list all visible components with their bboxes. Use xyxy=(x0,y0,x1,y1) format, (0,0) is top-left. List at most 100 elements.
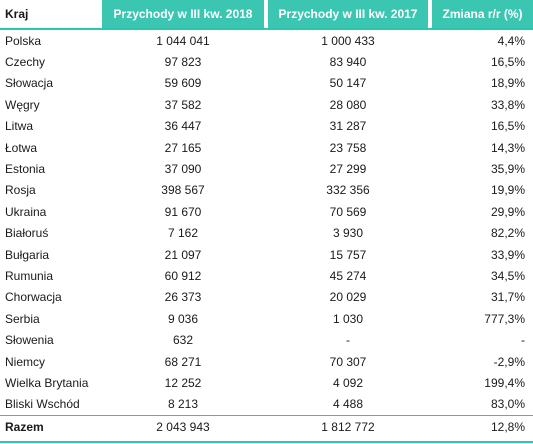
gap-cell xyxy=(428,415,432,438)
table-row: Węgry 37 582 28 080 33,8% xyxy=(0,94,533,115)
revenue-2017-cell: 23 758 xyxy=(329,140,367,155)
country-cell: Bliski Wschód xyxy=(5,397,80,412)
revenue-2018-cell: 27 165 xyxy=(164,140,202,155)
change-cell: - xyxy=(521,333,525,348)
country-cell: Słowenia xyxy=(5,333,54,348)
revenue-2017-cell: - xyxy=(346,333,350,348)
revenue-2017-cell: 332 356 xyxy=(326,183,370,198)
table-row: Słowacja 59 609 50 147 18,9% xyxy=(0,73,533,94)
table-row: Czechy 97 823 83 940 16,5% xyxy=(0,51,533,72)
change-cell: 18,9% xyxy=(490,76,525,91)
change-cell: 14,3% xyxy=(490,140,525,155)
change-cell: 29,9% xyxy=(490,204,525,219)
change-cell: 83,0% xyxy=(490,397,525,412)
table-row: Słowenia 632 - - xyxy=(0,329,533,350)
revenue-2018-cell: 398 567 xyxy=(161,183,205,198)
header-revenue-2018: Przychody w III kw. 2018 xyxy=(102,0,264,30)
country-cell: Polska xyxy=(5,33,42,48)
change-cell: 34,5% xyxy=(490,268,525,283)
header-revenue-2017: Przychody w III kw. 2017 xyxy=(268,0,428,30)
revenue-2017-cell: 3 930 xyxy=(332,226,364,241)
revenue-2017-cell: 1 030 xyxy=(332,311,364,326)
revenue-2017-cell: 20 029 xyxy=(329,290,367,305)
country-cell: Rosja xyxy=(5,183,36,198)
total-label: Razem xyxy=(0,415,102,438)
revenue-2017-cell: 28 080 xyxy=(329,97,367,112)
change-cell: 19,9% xyxy=(490,183,525,198)
revenue-2017-cell: 1 000 433 xyxy=(321,33,375,48)
country-cell: Białoruś xyxy=(5,226,49,241)
change-cell: 16,5% xyxy=(490,55,525,70)
country-cell: Wielka Brytania xyxy=(5,375,89,390)
revenue-2018-cell: 26 373 xyxy=(164,290,202,305)
country-cell: Rumunia xyxy=(5,268,54,283)
change-cell: 31,7% xyxy=(490,290,525,305)
header-gap xyxy=(428,0,432,30)
revenue-2018-cell: 36 447 xyxy=(164,119,202,134)
change-cell: 16,5% xyxy=(490,119,525,134)
table-row: Ukraina 91 670 70 569 29,9% xyxy=(0,201,533,222)
table-row: Polska 1 044 041 1 000 433 4,4% xyxy=(0,29,533,51)
header-change: Zmiana r/r (%) xyxy=(432,0,533,30)
revenue-2017-cell: 15 757 xyxy=(329,247,367,262)
revenue-2018-cell: 68 271 xyxy=(164,354,202,369)
revenue-2017-cell: 50 147 xyxy=(329,76,367,91)
revenue-2017-cell: 27 299 xyxy=(329,162,367,177)
change-cell: 35,9% xyxy=(490,162,525,177)
gap-cell xyxy=(264,415,268,438)
revenue-2017-cell: 70 307 xyxy=(329,354,367,369)
table-row: Bułgaria 21 097 15 757 33,9% xyxy=(0,244,533,265)
total-revenue-2018: 2 043 943 xyxy=(102,415,264,438)
country-cell: Ukraina xyxy=(5,204,47,219)
revenue-2017-cell: 45 274 xyxy=(329,268,367,283)
total-revenue-2017: 1 812 772 xyxy=(268,415,428,438)
revenue-2017-cell: 4 092 xyxy=(332,375,364,390)
country-cell: Estonia xyxy=(5,162,46,177)
table-row: Niemcy 68 271 70 307 -2,9% xyxy=(0,351,533,372)
country-cell: Słowacja xyxy=(5,76,54,91)
table-row: Rosja 398 567 332 356 19,9% xyxy=(0,180,533,201)
country-cell: Serbia xyxy=(5,311,40,326)
total-change: 12,8% xyxy=(432,415,533,438)
change-cell: -2,9% xyxy=(493,354,525,369)
change-cell: 82,2% xyxy=(490,226,525,241)
country-cell: Niemcy xyxy=(5,354,46,369)
header-country: Kraj xyxy=(0,0,102,30)
revenue-2018-cell: 21 097 xyxy=(164,247,202,262)
revenue-2018-cell: 1 044 041 xyxy=(156,33,210,48)
revenue-2018-cell: 8 213 xyxy=(167,397,199,412)
table-row: Estonia 37 090 27 299 35,9% xyxy=(0,158,533,179)
country-cell: Litwa xyxy=(5,119,34,134)
revenue-2017-cell: 4 488 xyxy=(332,397,364,412)
revenue-2018-cell: 91 670 xyxy=(164,204,202,219)
change-cell: 33,9% xyxy=(490,247,525,262)
header-gap xyxy=(264,0,268,30)
table-header-row: Kraj Przychody w III kw. 2018 Przychody … xyxy=(0,0,533,30)
revenue-2017-cell: 70 569 xyxy=(329,204,367,219)
table-row: Litwa 36 447 31 287 16,5% xyxy=(0,116,533,137)
revenue-2018-cell: 9 036 xyxy=(167,311,199,326)
table-row: Bliski Wschód 8 213 4 488 83,0% xyxy=(0,394,533,416)
total-row: Razem 2 043 943 1 812 772 12,8% xyxy=(0,415,533,438)
country-cell: Łotwa xyxy=(5,140,38,155)
revenue-2017-cell: 31 287 xyxy=(329,119,367,134)
table-row: Serbia 9 036 1 030 777,3% xyxy=(0,308,533,329)
table-row: Chorwacja 26 373 20 029 31,7% xyxy=(0,287,533,308)
revenue-2018-cell: 632 xyxy=(172,333,194,348)
change-cell: 199,4% xyxy=(484,375,525,390)
change-cell: 4,4% xyxy=(497,33,525,48)
table-bottom-rule xyxy=(0,441,533,443)
country-cell: Czechy xyxy=(5,55,46,70)
revenue-2018-cell: 60 912 xyxy=(164,268,202,283)
table-row: Łotwa 27 165 23 758 14,3% xyxy=(0,137,533,158)
table-row: Rumunia 60 912 45 274 34,5% xyxy=(0,265,533,286)
revenue-2018-cell: 12 252 xyxy=(164,375,202,390)
table-row: Wielka Brytania 12 252 4 092 199,4% xyxy=(0,372,533,393)
revenue-2018-cell: 37 090 xyxy=(164,162,202,177)
change-cell: 33,8% xyxy=(490,97,525,112)
table-row: Białoruś 7 162 3 930 82,2% xyxy=(0,223,533,244)
country-cell: Bułgaria xyxy=(5,247,50,262)
revenue-2018-cell: 37 582 xyxy=(164,97,202,112)
